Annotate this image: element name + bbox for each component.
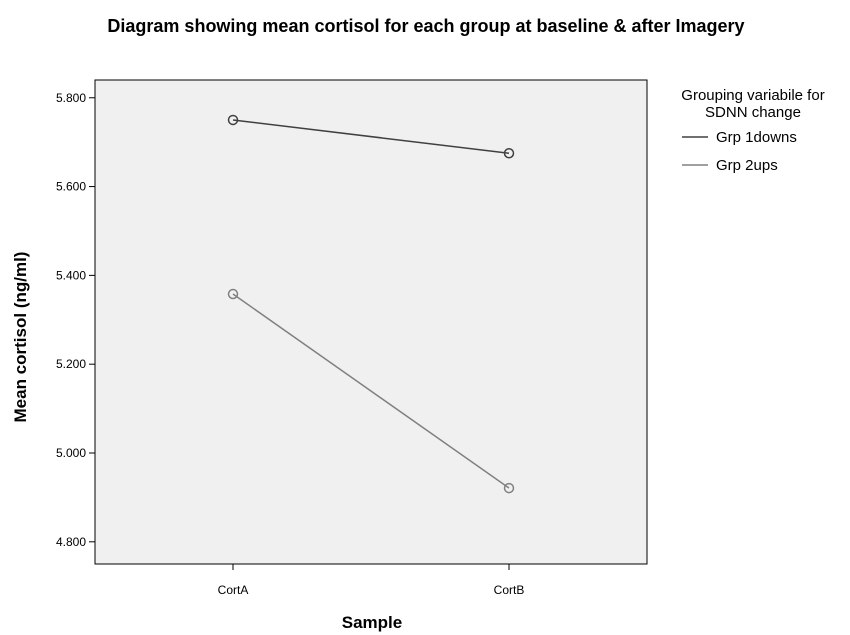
data-point bbox=[503, 148, 515, 159]
legend: Grouping variabile for SDNN change Grp 1… bbox=[681, 87, 824, 174]
x-tick-label: CortB bbox=[494, 583, 525, 597]
y-tick-label: 5.400 bbox=[56, 268, 86, 282]
y-tick-label: 5.000 bbox=[56, 446, 86, 460]
y-tick-label: 5.200 bbox=[56, 357, 86, 371]
plot-area bbox=[94, 79, 648, 565]
x-tick-label: CortA bbox=[218, 583, 249, 597]
y-tick-label: 5.600 bbox=[56, 180, 86, 194]
series-layer bbox=[227, 114, 515, 494]
series-line-2 bbox=[232, 293, 510, 489]
x-axis: CortA CortB bbox=[218, 564, 525, 597]
legend-entries: Grp 1downs Grp 2ups bbox=[682, 129, 797, 174]
x-axis-label: Sample bbox=[342, 613, 402, 632]
y-axis: 4.800 5.000 5.200 5.400 5.600 5.800 bbox=[56, 91, 95, 549]
y-tick-label: 5.800 bbox=[56, 91, 86, 105]
legend-entry-label: Grp 2ups bbox=[716, 157, 778, 174]
data-point bbox=[227, 288, 239, 300]
data-point bbox=[503, 482, 515, 494]
legend-title-line-2: SDNN change bbox=[705, 104, 801, 121]
chart-title: Diagram showing mean cortisol for each g… bbox=[107, 16, 744, 36]
y-axis-label: Mean cortisol (ng/ml) bbox=[11, 252, 30, 423]
legend-title-line-1: Grouping variabile for bbox=[681, 87, 824, 104]
y-tick-label: 4.800 bbox=[56, 535, 86, 549]
legend-entry-label: Grp 1downs bbox=[716, 129, 797, 146]
data-point bbox=[227, 114, 239, 126]
series-line-1 bbox=[232, 119, 510, 155]
